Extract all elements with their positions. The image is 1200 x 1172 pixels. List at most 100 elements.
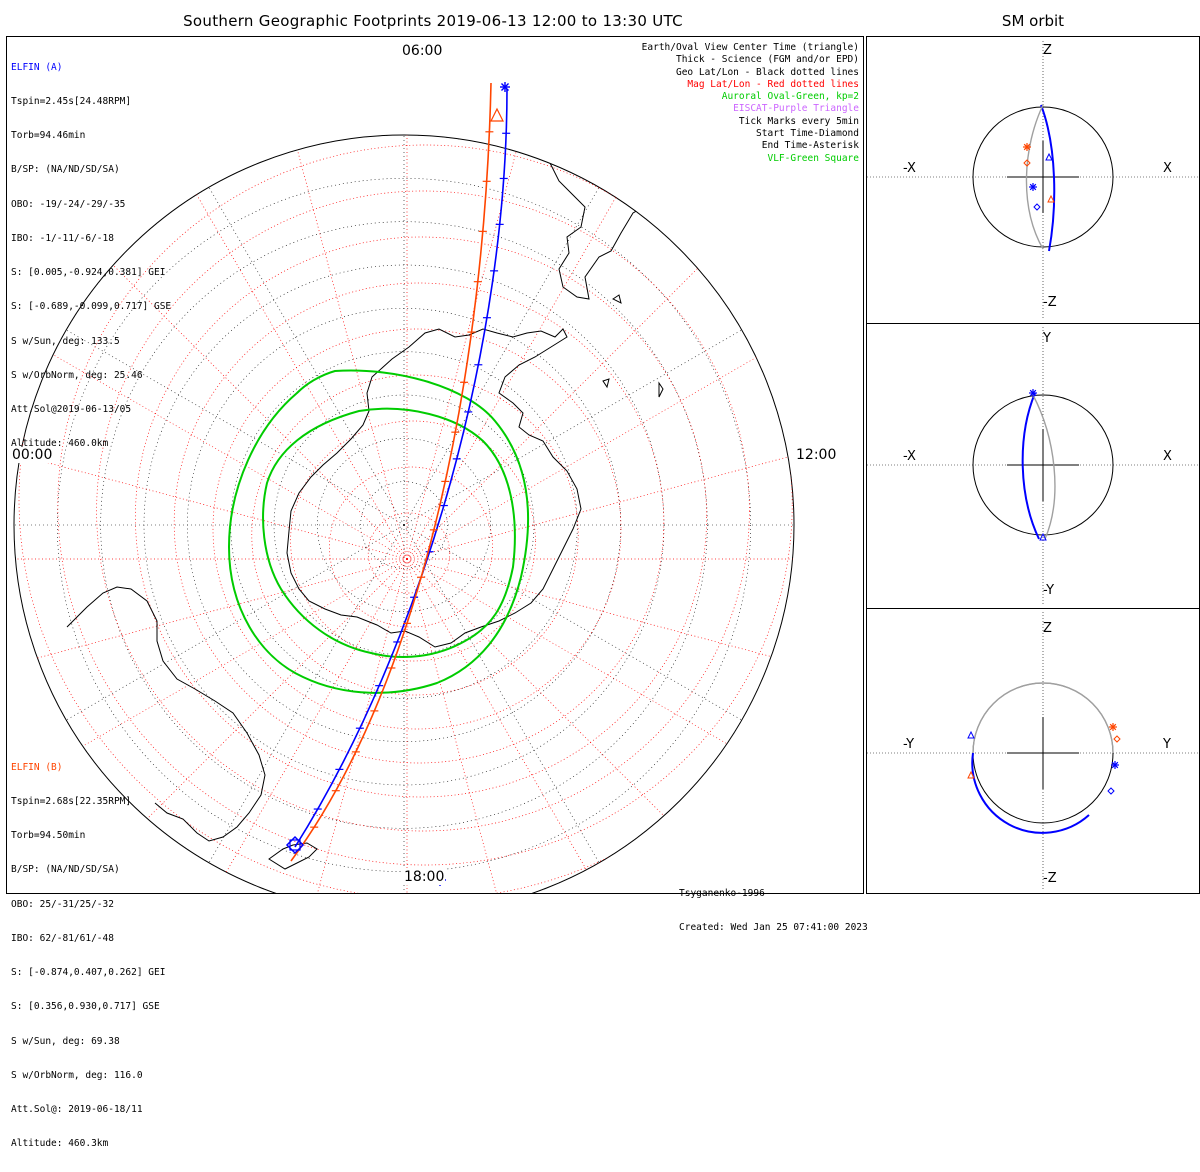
sm1-orbit-a	[1040, 104, 1056, 252]
probe-a-line: IBO: -1/-11/-6/-18	[11, 232, 114, 244]
sm1-end-asterisk-b	[1023, 143, 1031, 151]
geo-latitude-circle	[100, 221, 708, 829]
legend-item: End Time-Asterisk	[761, 140, 859, 152]
probe-b-line: S: [0.356,0.930,0.717] GSE	[11, 1001, 160, 1013]
probe-a-line: B/SP: (NA/ND/SD/SA)	[11, 164, 120, 176]
geo-longitude-line	[66, 524, 405, 721]
legend-item: Mag Lat/Lon - Red dotted lines	[687, 78, 859, 90]
sm2-top-label: Y	[1043, 331, 1051, 346]
sm3-start-diamond-b	[1113, 735, 1121, 743]
view-center-triangle	[490, 107, 504, 122]
legend-item: EISCAT-Purple Triangle	[733, 103, 859, 115]
mag-latitude-circle	[135, 236, 707, 798]
probe-a-line: S w/Sun, deg: 133.5	[11, 335, 120, 347]
mag-latitude-circle	[212, 328, 622, 730]
sm3-bottom-label: -Z	[1043, 871, 1057, 886]
probe-b-line: S: [-0.874,0.407,0.262] GEI	[11, 967, 166, 979]
sm1-orbit-b	[1025, 104, 1044, 250]
sm1-start-diamond	[1033, 203, 1041, 211]
legend-item: Tick Marks every 5min	[738, 115, 859, 127]
satellite-tracks	[285, 82, 511, 886]
probe-b-info: ELFIN (B) Tspin=2.68s[22.35RPM] Torb=94.…	[11, 739, 165, 1172]
sm3-left-label: -Y	[903, 737, 915, 752]
island-outline	[658, 381, 664, 398]
mlt-label-bottom: 18:00	[403, 869, 446, 885]
probe-b-line: S w/OrbNorm, deg: 116.0	[11, 1069, 143, 1081]
probe-b-line: S w/Sun, deg: 69.38	[11, 1035, 120, 1047]
mag-longitude-line	[406, 558, 794, 893]
probe-b-line: B/SP: (NA/ND/SD/SA)	[11, 864, 120, 876]
geo-latlon-grid	[14, 135, 794, 893]
geo-longitude-line	[403, 524, 742, 721]
probe-a-info: ELFIN (A) Tspin=2.45s[24.48RPM] Torb=94.…	[11, 39, 171, 472]
sm2-orbit-b	[1032, 394, 1056, 540]
mlt-label-top: 06:00	[401, 43, 444, 59]
mag-latitude-circle	[173, 282, 665, 764]
mag-latitude-circle	[96, 190, 750, 832]
probe-a-line: Altitude: 460.0km	[11, 438, 109, 450]
mag-longitude-line	[406, 135, 563, 560]
sm3-orbit-b	[972, 682, 1114, 754]
created-label: Created: Wed Jan 25 07:41:00 2023	[679, 922, 868, 934]
probe-b-line: Tspin=2.68s[22.35RPM]	[11, 796, 132, 808]
legend-item: Auroral Oval-Green, kp=2	[721, 91, 859, 103]
probe-a-line: S: [0.005,-0.924,0.381] GEI	[11, 267, 166, 279]
antarctica-coastline	[286, 328, 582, 648]
sm2-view-triangle	[1039, 532, 1047, 541]
sm2-bottom-label: -Y	[1043, 583, 1055, 598]
island-outline	[602, 378, 610, 389]
plot-title: Southern Geographic Footprints 2019-06-1…	[183, 12, 683, 30]
sm1-end-asterisk	[1029, 183, 1037, 191]
geo-longitude-line	[66, 329, 405, 526]
legend-item: Thick - Science (FGM and/or EPD)	[675, 54, 859, 66]
geo-latitude-circle	[273, 394, 535, 656]
footprint-map	[13, 82, 795, 893]
geo-longitude-line	[208, 524, 405, 863]
probe-b-line: IBO: 62/-81/61/-48	[11, 932, 114, 944]
legend-item: VLF-Green Square	[767, 152, 859, 164]
vlf-square	[289, 839, 301, 851]
sm2-orbit-a	[1021, 392, 1040, 540]
probe-a-line: Tspin=2.45s[24.48RPM]	[11, 96, 132, 108]
sm2-left-label: -X	[903, 449, 916, 464]
sm1-start-diamond-b	[1023, 159, 1031, 167]
geo-latitude-circle	[317, 438, 491, 612]
auroral-oval-inner	[262, 407, 516, 658]
probe-a-line: Att.Sol@2019-06-13/05	[11, 404, 132, 415]
sm3-right-label: Y	[1163, 737, 1171, 752]
legend-item: Geo Lat/Lon - Black dotted lines	[675, 66, 859, 78]
island-outline	[612, 294, 622, 304]
mag-latitude-circle	[329, 466, 493, 628]
mag-longitude-line	[406, 558, 708, 893]
footer-info: Tsyganenko-1996 Created: Wed Jan 25 07:4…	[679, 865, 868, 956]
mag-latitude-circle	[367, 512, 451, 594]
sm3-top-label: Z	[1043, 621, 1052, 636]
mag-latitude-circle	[57, 144, 793, 866]
probe-a-line: OBO: -19/-24/-29/-35	[11, 198, 126, 210]
island-outline	[786, 640, 794, 654]
sm3-view-triangle-b	[967, 770, 975, 779]
sm3-start-diamond	[1107, 787, 1115, 795]
mag-latitude-circle	[290, 420, 536, 662]
africa-coastline	[724, 252, 794, 338]
probe-b-line: Altitude: 460.3km	[11, 1138, 109, 1150]
sm1-bottom-label: -Z	[1043, 295, 1057, 310]
probe-a-track	[294, 88, 508, 848]
sm1-view-triangle	[1045, 152, 1053, 161]
probe-b-track	[290, 82, 492, 862]
mag-longitude-line	[251, 135, 408, 560]
geo-longitude-line	[403, 329, 742, 526]
south-america-coastline	[526, 135, 726, 300]
probe-b-line: Att.Sol@: 2019-06-18/11	[11, 1104, 143, 1115]
model-label: Tsyganenko-1996	[679, 887, 765, 899]
auroral-oval-outer	[227, 369, 530, 694]
footprint-map-panel: ELFIN (A) Tspin=2.45s[24.48RPM] Torb=94.…	[6, 36, 868, 1149]
sm2-right-label: X	[1163, 449, 1172, 464]
probe-b-line: Torb=94.50min	[11, 830, 86, 842]
sm3-orbit-a	[971, 752, 1090, 834]
probe-b-name: ELFIN (B)	[11, 761, 63, 773]
legend: Earth/Oval View Center Time (triangle) T…	[642, 42, 859, 165]
mlt-label-right: 12:00	[795, 447, 838, 463]
sm2-end-asterisk	[1029, 389, 1037, 397]
probe-a-line: S: [-0.689,-0.099,0.717] GSE	[11, 301, 172, 313]
